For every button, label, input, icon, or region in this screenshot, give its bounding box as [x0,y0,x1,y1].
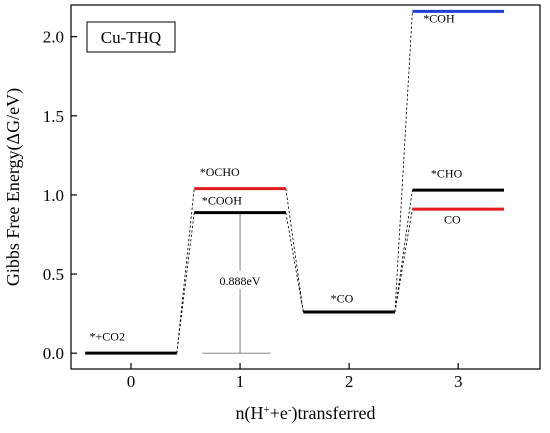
connector-line [176,188,195,354]
connector-lines [176,11,413,354]
level-label-cho: *CHO [431,167,463,181]
y-tick-label: 0.0 [43,344,64,363]
connector-line [394,11,413,313]
level-label-co: CO [444,212,461,226]
x-axis-label-suffix: )transferred [292,403,376,424]
energy-barrier-marker: 0.888eV [201,212,271,354]
y-axis-label: Gibbs Free Energy(ΔG/eV) [3,88,24,286]
barrier-label: 0.888eV [220,274,261,288]
connector-line [285,188,304,313]
level-annotations: *+CO2 *OCHO *COOH *CO *COH *CHO CO [90,11,463,343]
connector-line [394,190,413,313]
x-tick-label: 1 [236,372,245,391]
inset-label-box: Cu-THQ [86,21,176,53]
level-label-ocho: *OCHO [200,165,240,179]
axis-ticks: 0 1 2 3 0.0 0.5 1.0 1.5 2.0 [43,28,463,391]
y-tick-label: 0.5 [43,265,64,284]
x-tick-label: 3 [454,372,463,391]
connector-line [285,212,304,313]
y-tick-label: 1.0 [43,186,64,205]
connector-line [394,209,413,313]
level-label-co: *CO [331,292,354,306]
x-axis-label-sup2: - [288,404,292,416]
inset-frame [86,21,176,53]
plot-frame [70,4,541,370]
inset-label: Cu-THQ [101,28,161,47]
x-axis-label: n(H++e-)transferred [236,403,376,424]
energy-levels [85,9,505,355]
connector-line [176,212,195,354]
level-label-coh: *COH [423,11,455,25]
x-axis-label-middle: +e [270,403,288,423]
x-axis-label-prefix: n(H [236,403,264,424]
y-tick-label: 2.0 [43,28,64,47]
y-tick-label: 1.5 [43,107,64,126]
x-axis-label-sup1: + [264,404,270,416]
x-tick-label: 0 [127,372,136,391]
level-label-cooh: *COOH [202,193,242,207]
barrier-label-backdrop [212,270,269,289]
level-label-co2: *+CO2 [90,330,125,344]
x-tick-label: 2 [345,372,354,391]
